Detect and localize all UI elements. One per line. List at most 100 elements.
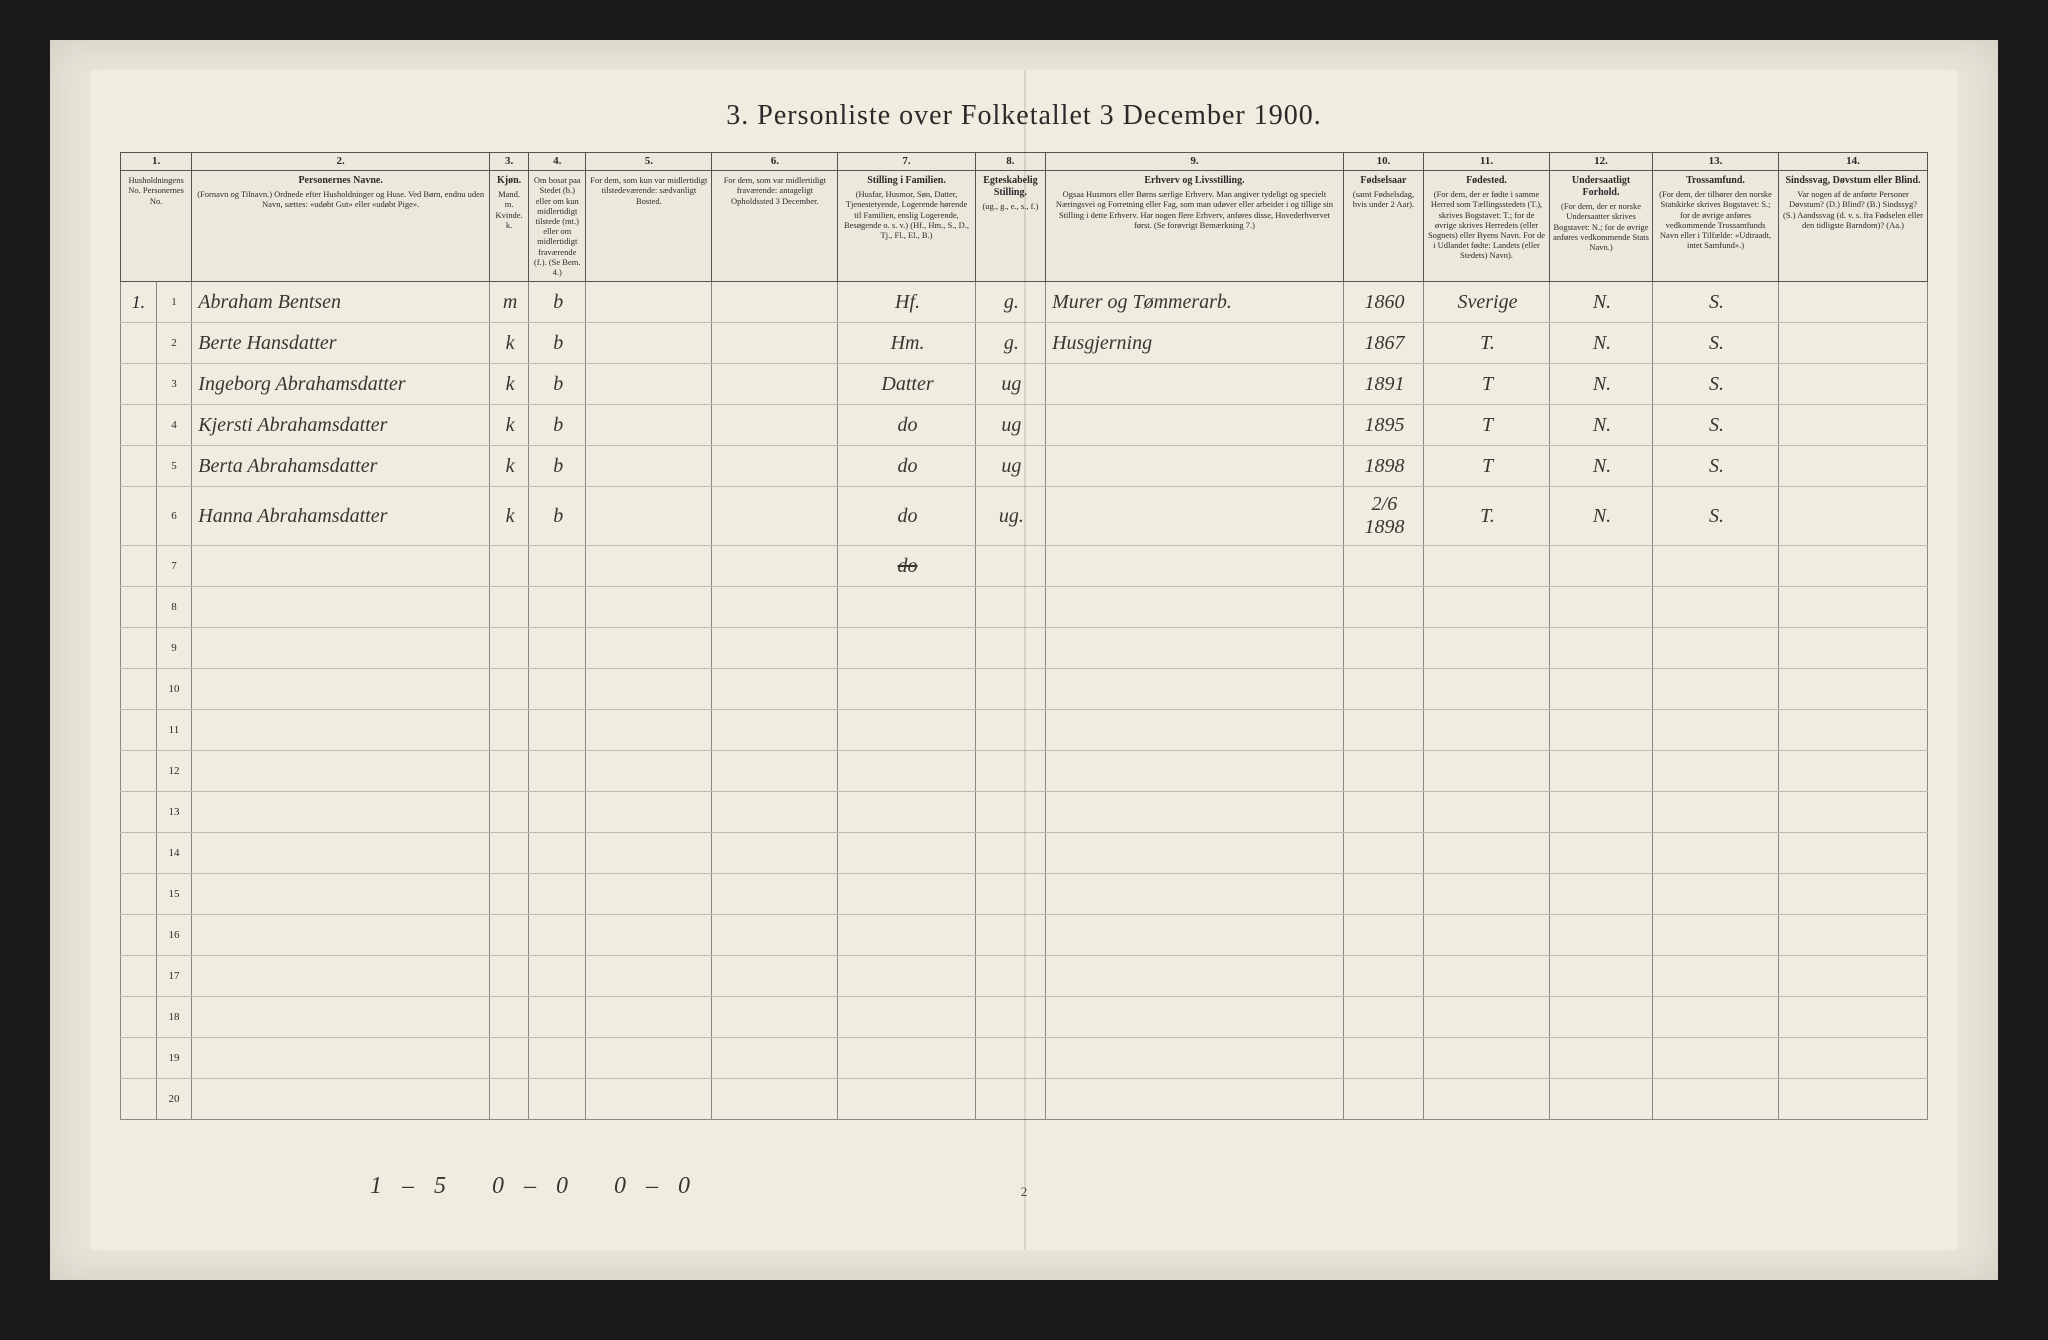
cell-c6 — [712, 710, 838, 751]
cell-sex — [490, 751, 529, 792]
cell-name — [192, 915, 490, 956]
cell-person-no: 14 — [156, 833, 192, 874]
col-head-5: For dem, som kun var midlertidigt tilste… — [586, 171, 712, 282]
cell-household-no: 1. — [121, 282, 157, 323]
cell-disability — [1779, 710, 1928, 751]
col-num-9: 9. — [1046, 153, 1344, 171]
cell-family-pos — [838, 956, 975, 997]
cell-religion — [1653, 710, 1779, 751]
cell-nationality — [1549, 997, 1652, 1038]
cell-occupation — [1046, 487, 1344, 546]
cell-disability — [1779, 405, 1928, 446]
cell-birthyear: 1898 — [1343, 446, 1423, 487]
cell-family-pos — [838, 792, 975, 833]
cell-nationality: N. — [1549, 323, 1652, 364]
cell-nationality — [1549, 628, 1652, 669]
cell-religion — [1653, 587, 1779, 628]
cell-nationality: N. — [1549, 282, 1652, 323]
cell-household-no — [121, 1038, 157, 1079]
cell-person-no: 1 — [156, 282, 192, 323]
cell-birthplace — [1424, 1038, 1550, 1079]
cell-birthyear — [1343, 751, 1423, 792]
cell-birthplace: T. — [1424, 323, 1550, 364]
cell-marital — [975, 956, 1045, 997]
col-num-6: 6. — [712, 153, 838, 171]
cell-c5 — [586, 997, 712, 1038]
cell-religion — [1653, 546, 1779, 587]
cell-family-pos — [838, 751, 975, 792]
cell-sex: m — [490, 282, 529, 323]
cell-c6 — [712, 915, 838, 956]
cell-birthyear — [1343, 587, 1423, 628]
cell-birthplace — [1424, 915, 1550, 956]
cell-residence: b — [529, 446, 586, 487]
cell-person-no: 3 — [156, 364, 192, 405]
cell-birthplace — [1424, 628, 1550, 669]
cell-marital — [975, 751, 1045, 792]
cell-person-no: 2 — [156, 323, 192, 364]
cell-birthyear: 2/6 1898 — [1343, 487, 1423, 546]
cell-c5 — [586, 1079, 712, 1120]
cell-family-pos — [838, 669, 975, 710]
cell-person-no: 18 — [156, 997, 192, 1038]
cell-household-no — [121, 323, 157, 364]
cell-marital: ug — [975, 446, 1045, 487]
cell-person-no: 12 — [156, 751, 192, 792]
cell-occupation — [1046, 546, 1344, 587]
cell-name — [192, 587, 490, 628]
cell-religion — [1653, 792, 1779, 833]
cell-c5 — [586, 792, 712, 833]
cell-name — [192, 833, 490, 874]
cell-birthplace: T. — [1424, 487, 1550, 546]
cell-nationality — [1549, 833, 1652, 874]
cell-occupation — [1046, 792, 1344, 833]
col-num-12: 12. — [1549, 153, 1652, 171]
cell-c6 — [712, 282, 838, 323]
book-spine — [1024, 70, 1026, 1250]
cell-c6 — [712, 446, 838, 487]
col-head-1: Husholdningens No. Personernes No. — [121, 171, 192, 282]
cell-name — [192, 628, 490, 669]
cell-disability — [1779, 587, 1928, 628]
cell-sex — [490, 710, 529, 751]
cell-religion — [1653, 751, 1779, 792]
cell-disability — [1779, 487, 1928, 546]
cell-c6 — [712, 669, 838, 710]
cell-sex — [490, 628, 529, 669]
cell-person-no: 17 — [156, 956, 192, 997]
col-num-2: 2. — [192, 153, 490, 171]
cell-sex — [490, 1038, 529, 1079]
cell-nationality — [1549, 587, 1652, 628]
cell-name — [192, 546, 490, 587]
cell-disability — [1779, 628, 1928, 669]
cell-person-no: 11 — [156, 710, 192, 751]
cell-occupation — [1046, 710, 1344, 751]
cell-family-pos — [838, 1038, 975, 1079]
cell-birthyear — [1343, 956, 1423, 997]
cell-marital — [975, 833, 1045, 874]
cell-disability — [1779, 1079, 1928, 1120]
cell-sex — [490, 1079, 529, 1120]
cell-household-no — [121, 487, 157, 546]
cell-c5 — [586, 587, 712, 628]
cell-birthplace — [1424, 587, 1550, 628]
cell-residence — [529, 587, 586, 628]
cell-occupation: Murer og Tømmerarb. — [1046, 282, 1344, 323]
cell-person-no: 13 — [156, 792, 192, 833]
cell-marital — [975, 997, 1045, 1038]
cell-household-no — [121, 751, 157, 792]
cell-c6 — [712, 1038, 838, 1079]
cell-c5 — [586, 710, 712, 751]
cell-family-pos — [838, 587, 975, 628]
cell-religion: S. — [1653, 282, 1779, 323]
col-head-12: Undersaatligt Forhold.(For dem, der er n… — [1549, 171, 1652, 282]
cell-marital — [975, 1038, 1045, 1079]
cell-residence: b — [529, 364, 586, 405]
cell-c6 — [712, 1079, 838, 1120]
scan-frame: 3. Personliste over Folketallet 3 Decemb… — [50, 40, 1998, 1280]
cell-family-pos — [838, 833, 975, 874]
cell-disability — [1779, 997, 1928, 1038]
cell-c5 — [586, 628, 712, 669]
cell-birthplace — [1424, 751, 1550, 792]
cell-c6 — [712, 956, 838, 997]
